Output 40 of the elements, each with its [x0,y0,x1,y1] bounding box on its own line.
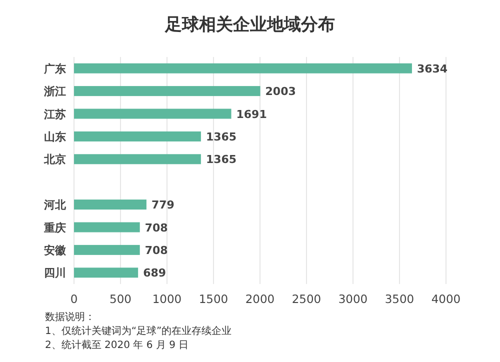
data-label: 1365 [206,153,237,166]
data-label: 1691 [236,108,267,121]
y-tick-label: 河北 [43,198,67,212]
y-tick-label: 四川 [44,266,66,280]
text: 2、统计截至 2020 年 6 月 9 日 [45,339,189,351]
bar [74,222,140,232]
bar [74,86,260,96]
x-tick-label: 3000 [338,292,368,306]
x-tick-label: 3500 [384,292,414,306]
data-label: 3634 [416,62,448,76]
data-label: 708 [144,244,168,257]
data-label: 689 [143,266,166,280]
bar [74,200,146,210]
x-tick-label: 4000 [431,292,461,306]
bar [74,131,201,142]
y-tick-label: 浙江 [43,85,66,98]
bar [74,108,232,119]
text: 1、仅统计关键词为“足球”的在业存续企业 [45,325,232,337]
x-tick-label: 500 [110,292,132,306]
x-tick-label: 1500 [198,292,228,306]
x-tick-label: 1000 [152,292,182,306]
bar [74,154,201,164]
y-tick-label: 广东 [43,62,66,76]
y-tick-label: 安徽 [44,244,67,257]
chart-title: 足球相关企业地域分布 [164,15,335,35]
data-label: 1365 [206,130,237,144]
x-tick-label: 0 [70,292,78,306]
x-tick-label: 2000 [245,292,275,306]
bar [74,244,140,255]
x-tick-label: 2500 [292,292,322,306]
bar [74,268,138,278]
data-label: 2003 [265,85,296,98]
data-label: 708 [144,221,168,234]
text: 数据说明： [45,311,95,323]
y-tick-label: 重庆 [43,221,66,234]
y-tick-label: 山东 [44,130,66,144]
bar [74,63,412,74]
data-label: 779 [151,198,174,212]
y-tick-label: 北京 [43,153,66,166]
y-tick-label: 江苏 [43,108,66,121]
